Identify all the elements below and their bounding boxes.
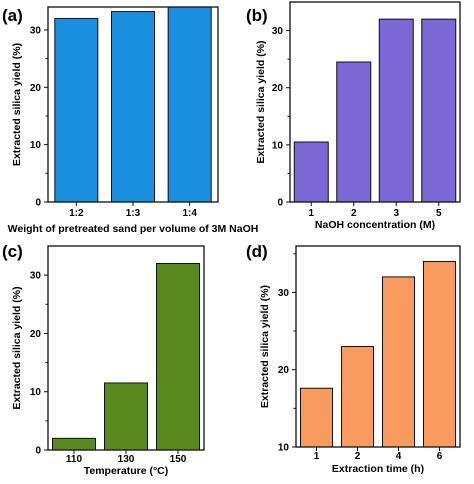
y-tick-label: 10 <box>30 140 42 151</box>
chart-panel-3: 110 130 150 0 10 20 30 (c) Temperature (°C) Extra… <box>2 242 205 477</box>
x-tick-label: 1:2 <box>69 208 84 219</box>
x-tick-label: 3 <box>393 208 399 219</box>
y-axis-label: Extracted silica yield (%) <box>11 43 23 166</box>
bar-1 <box>300 387 333 448</box>
y-tick-label: 10 <box>278 443 290 454</box>
y-axis-label: Extracted silica yield (%) <box>255 40 267 163</box>
chart-panel-4: 1 2 4 6 10 20 30 (d) Extraction time (h) Extracte… <box>246 242 461 475</box>
y-tick-label: 20 <box>30 329 42 340</box>
y-tick-label: 0 <box>277 198 283 209</box>
x-axis-label: NaOH concentration (M) <box>315 219 435 231</box>
panel-label: (d) <box>246 242 268 261</box>
x-tick-label: 110 <box>66 454 83 465</box>
y-tick-label: 30 <box>278 288 290 299</box>
y-tick-label: 30 <box>30 271 42 282</box>
chart-panel-2: 1 2 3 5 0 10 20 30 (b) NaOH concentration (M) Extr… <box>246 1 461 231</box>
x-tick-label: 2 <box>355 451 361 462</box>
x-tick-label: 4 <box>396 451 402 462</box>
bar-1 <box>293 141 329 203</box>
x-axis-label: Weight of pretreated sand per volume of … <box>8 223 259 235</box>
y-tick-label: 20 <box>30 83 42 94</box>
y-tick-label: 20 <box>278 365 290 376</box>
y-tick-label: 30 <box>272 26 284 37</box>
x-tick-label: 150 <box>170 454 187 465</box>
x-tick-label: 1 <box>314 451 320 462</box>
x-tick-label: 5 <box>436 208 442 219</box>
panel-label: (b) <box>246 6 268 25</box>
bar-1:3 <box>111 11 155 203</box>
bar-3 <box>378 18 414 203</box>
y-tick-label: 10 <box>272 140 284 151</box>
bar-2 <box>336 61 372 203</box>
x-tick-label: 1 <box>308 208 314 219</box>
panel-label: (c) <box>2 242 23 261</box>
bar-4 <box>382 276 415 448</box>
bar-130 <box>104 382 148 451</box>
x-tick-label: 1:3 <box>126 208 141 219</box>
bar-110 <box>52 437 96 451</box>
bar-6 <box>423 260 456 448</box>
chart-panel-1: 1:2 1:3 1:4 0 10 20 30 (a) Weight of pretreated … <box>2 6 258 235</box>
y-tick-label: 0 <box>35 446 41 457</box>
bar-150 <box>156 262 200 451</box>
x-axis-label: Temperature (°C) <box>84 465 169 477</box>
y-tick-label: 10 <box>30 387 42 398</box>
y-axis-label: Extracted silica yield (%) <box>11 286 23 409</box>
bar-1:4 <box>167 6 212 203</box>
panel-label: (a) <box>2 6 23 25</box>
bar-2 <box>341 346 374 448</box>
x-tick-label: 2 <box>351 208 357 219</box>
x-axis-label: Extraction time (h) <box>332 463 424 475</box>
plot-frame <box>289 1 461 203</box>
y-tick-label: 30 <box>30 25 42 36</box>
plot-frame <box>47 6 219 203</box>
x-tick-label: 1:4 <box>182 208 197 219</box>
bar-5 <box>421 18 457 203</box>
x-tick-label: 130 <box>118 454 135 465</box>
x-tick-label: 6 <box>437 451 443 462</box>
y-tick-label: 20 <box>272 83 284 94</box>
plot-frame <box>295 245 461 448</box>
y-axis-label: Extracted silica yield (%) <box>259 285 271 408</box>
bar-1:2 <box>54 17 99 203</box>
y-tick-label: 0 <box>35 198 41 209</box>
plot-frame <box>47 245 205 451</box>
